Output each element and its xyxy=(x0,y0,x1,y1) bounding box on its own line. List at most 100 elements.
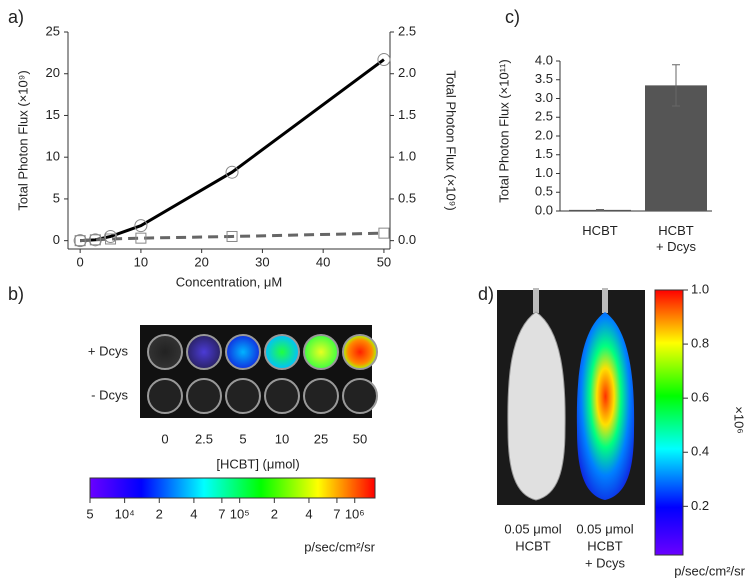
well xyxy=(225,334,261,370)
colorbar-tick-label: 10⁴ xyxy=(115,506,135,521)
well xyxy=(147,378,183,414)
y-axis-label: Total Photon Flux (×10¹¹) xyxy=(496,59,511,202)
y-tick-label: 5 xyxy=(53,190,60,205)
y-tick-label: 20 xyxy=(46,65,60,80)
panel-label: c) xyxy=(505,7,520,27)
error-bar xyxy=(672,64,680,107)
mouse-tail xyxy=(533,288,539,313)
colorbar-unit: p/sec/cm²/sr xyxy=(674,563,745,578)
y2-tick-label: 2.5 xyxy=(398,23,416,38)
y-tick-label: 2.5 xyxy=(535,109,553,124)
point xyxy=(226,230,238,242)
series-line xyxy=(80,58,385,243)
y-tick-label: 2.0 xyxy=(535,127,553,142)
colorbar-tick-label: 4 xyxy=(305,506,312,521)
x-axis-label: Concentration, μM xyxy=(176,274,282,289)
well xyxy=(225,378,261,414)
y-tick-label: 1.0 xyxy=(535,165,553,180)
colorbar-tick-label: 7 xyxy=(218,506,225,521)
y2-tick-label: 2.0 xyxy=(398,65,416,80)
panel-label: a) xyxy=(8,7,24,27)
well xyxy=(303,334,339,370)
caption: 0.05 μmol xyxy=(504,521,561,536)
x-tick-label: 20 xyxy=(194,254,208,269)
y-tick-label: 0.0 xyxy=(535,202,553,217)
well xyxy=(303,378,339,414)
colorbar-tick-label: 4 xyxy=(190,506,197,521)
x-tick-label: HCBT + Dcys xyxy=(656,223,697,254)
colorbar-tick-label: 2 xyxy=(271,506,278,521)
y-tick-label: 4.0 xyxy=(535,52,553,67)
colorbar-multiplier: ×10⁶ xyxy=(732,406,747,433)
y-tick-label: 15 xyxy=(46,107,60,122)
y-tick-label: 1.5 xyxy=(535,146,553,161)
caption: HCBT xyxy=(587,538,622,553)
y2-tick-label: 0.0 xyxy=(398,232,416,247)
well xyxy=(186,378,222,414)
column-label: 5 xyxy=(239,431,246,446)
point xyxy=(378,227,390,239)
panel-label: d) xyxy=(478,284,494,304)
x-tick-label: 50 xyxy=(377,254,391,269)
y-tick-label: 10 xyxy=(46,149,60,164)
point xyxy=(225,165,239,179)
point xyxy=(104,229,118,243)
mouse-control xyxy=(507,311,566,501)
error-bar xyxy=(596,209,604,211)
y-tick-label: 3.0 xyxy=(535,90,553,105)
colorbar-tick-label: 1.0 xyxy=(691,281,709,296)
colorbar-tick-label: 0.6 xyxy=(691,390,709,405)
mouse-tail xyxy=(602,288,608,313)
row-label: - Dcys xyxy=(91,387,128,402)
mouse-treated xyxy=(576,312,635,500)
point xyxy=(134,219,148,233)
column-label: 25 xyxy=(314,431,328,446)
x-tick-label: HCBT xyxy=(582,223,617,238)
images xyxy=(89,288,684,556)
series-line xyxy=(80,231,384,243)
caption: 0.05 μmol xyxy=(576,521,633,536)
colorbar-tick-label: 0.4 xyxy=(691,444,709,459)
y-tick-label: 25 xyxy=(46,23,60,38)
column-label: 50 xyxy=(353,431,367,446)
point xyxy=(74,235,86,247)
caption: HCBT xyxy=(515,538,550,553)
caption: + Dcys xyxy=(585,555,626,570)
point xyxy=(89,234,101,246)
well xyxy=(342,378,378,414)
point xyxy=(377,53,391,67)
x-tick-label: 40 xyxy=(316,254,330,269)
x-axis-label: [HCBT] (μmol) xyxy=(216,456,299,471)
colorbar-tick-label: 5 xyxy=(86,506,93,521)
colorbar xyxy=(654,289,684,556)
well xyxy=(264,378,300,414)
colorbar-tick-label: 10⁵ xyxy=(230,506,250,521)
y2-tick-label: 0.5 xyxy=(398,190,416,205)
y2-axis-label: Total Photon Flux (×10⁹) xyxy=(444,70,459,210)
point xyxy=(135,232,147,244)
column-label: 10 xyxy=(275,431,289,446)
colorbar xyxy=(89,477,376,499)
y2-tick-label: 1.5 xyxy=(398,107,416,122)
row-label: + Dcys xyxy=(88,343,129,358)
y-tick-label: 0 xyxy=(53,232,60,247)
colorbar-tick-label: 10⁶ xyxy=(345,506,365,521)
column-label: 0 xyxy=(161,431,168,446)
point xyxy=(105,233,117,245)
x-tick-label: 30 xyxy=(255,254,269,269)
column-label: 2.5 xyxy=(195,431,213,446)
colorbar-tick-label: 2 xyxy=(156,506,163,521)
panel-label: b) xyxy=(8,284,24,304)
colorbar-tick-label: 0.8 xyxy=(691,336,709,351)
y-tick-label: 0.5 xyxy=(535,184,553,199)
well xyxy=(342,334,378,370)
well xyxy=(186,334,222,370)
y2-tick-label: 1.0 xyxy=(398,149,416,164)
x-tick-label: 10 xyxy=(134,254,148,269)
colorbar-tick-label: 7 xyxy=(333,506,340,521)
colorbar-unit: p/sec/cm²/sr xyxy=(304,539,375,554)
x-tick-label: 0 xyxy=(77,254,84,269)
y-axis-label: Total Photon Flux (×10⁹) xyxy=(15,70,30,210)
colorbar-tick-label: 0.2 xyxy=(691,498,709,513)
